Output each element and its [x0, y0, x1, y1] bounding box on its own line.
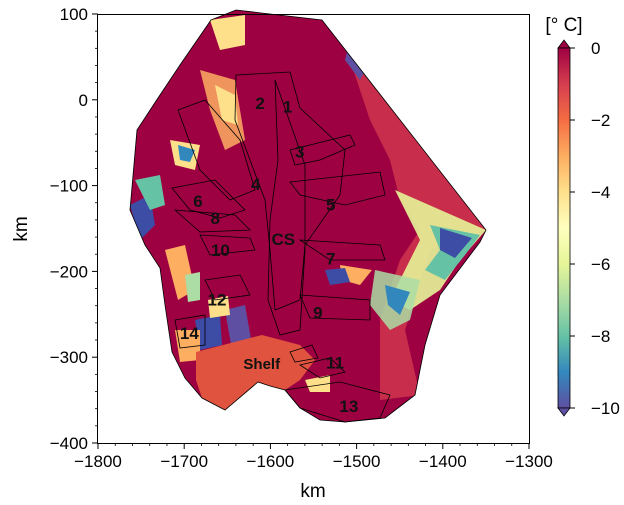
x-tick-label: −1500: [333, 452, 381, 471]
x-tick-label: −1300: [505, 452, 553, 471]
colorbar-tick-label: 0: [591, 39, 600, 58]
x-tick-label: −1600: [247, 452, 295, 471]
region-label: Shelf: [243, 356, 281, 373]
colorbar-ticks: 0 −2 −4 −6 −8 −10: [570, 39, 620, 418]
x-axis-title: km: [300, 481, 325, 502]
y-tick-label: 100: [60, 5, 88, 24]
colorbar-tick-label: −8: [591, 327, 610, 346]
colorbar-title: [° C]: [545, 15, 582, 36]
basin-outlines: [129, 9, 487, 423]
region-label: 3: [295, 142, 304, 161]
colorbar-tick-label: −2: [591, 111, 610, 130]
region-label: 14: [180, 324, 199, 343]
x-tick-label: −1700: [160, 452, 208, 471]
colorbar: [° C] 0 −2 −4 −6 −8 −10: [545, 15, 619, 418]
region-label: CS: [272, 230, 296, 249]
y-axis: 100 0 −100 −200 −300 −400: [50, 5, 98, 453]
colorbar-tick-label: −10: [591, 399, 620, 418]
colorbar-extend-bottom: [557, 407, 571, 417]
x-tick-label: −1800: [74, 452, 122, 471]
y-tick-label: −300: [50, 348, 88, 367]
region-label: 6: [193, 192, 202, 211]
y-tick-label: −200: [50, 262, 88, 281]
plot-frame: [97, 14, 530, 444]
region-label: 1: [283, 98, 292, 117]
colorbar-gradient: [557, 47, 571, 409]
region-label: 11: [326, 353, 344, 372]
region-label: 7: [326, 250, 335, 269]
colorbar-extend-top: [557, 39, 571, 49]
region-label: 8: [210, 209, 219, 228]
region-label: 5: [326, 195, 335, 214]
y-axis-title: km: [11, 216, 32, 241]
region-labels: 12 3 4 5 68 CS 10 7 12 9 14 Shelf 11 13: [180, 94, 358, 416]
region-label: 10: [211, 241, 230, 260]
region-label: 4: [251, 175, 261, 194]
heatmap-field: [130, 10, 486, 422]
colorbar-tick-label: −4: [591, 183, 610, 202]
y-tick-label: 0: [79, 91, 88, 110]
region-label: 2: [255, 94, 264, 113]
region-label: 12: [207, 291, 226, 310]
x-tick-label: −1400: [419, 452, 467, 471]
colorbar-tick-label: −6: [591, 255, 610, 274]
x-axis: −1800 −1700 −1600 −1500 −1400 −1300: [74, 443, 553, 471]
y-tick-label: −100: [50, 177, 88, 196]
region-label: 13: [339, 397, 358, 416]
region-label: 9: [313, 304, 322, 323]
y-tick-label: −400: [50, 434, 88, 453]
